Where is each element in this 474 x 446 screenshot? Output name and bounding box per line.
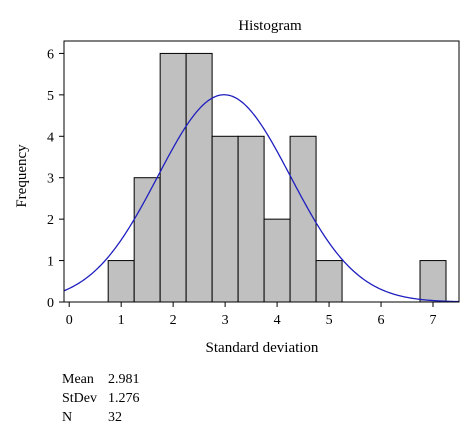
histogram-bar (419, 260, 447, 303)
stat-value: 1.276 (108, 391, 140, 406)
y-tick-label: 6 (47, 47, 54, 62)
x-axis-label: Standard deviation (206, 340, 319, 356)
stat-label: N (62, 410, 73, 425)
x-tick-label: 6 (378, 313, 385, 328)
stat-row-stdev: StDev 1.276 (62, 389, 140, 408)
x-tick-label: 2 (170, 313, 177, 328)
x-tick-label: 7 (430, 313, 437, 328)
x-tick-label: 0 (66, 313, 73, 328)
stat-label: Mean (62, 372, 94, 387)
y-tick-label: 2 (47, 213, 54, 228)
histogram-bar (237, 135, 265, 303)
y-tick-label: 5 (47, 89, 54, 104)
stat-label: StDev (62, 391, 97, 406)
histogram-bar (185, 52, 213, 303)
x-tick-label: 4 (274, 313, 281, 328)
y-tick-label: 0 (47, 296, 54, 311)
x-tick-label: 5 (326, 313, 333, 328)
stat-row-mean: Mean 2.981 (62, 370, 140, 389)
stat-value: 2.981 (108, 372, 140, 387)
y-tick-label: 1 (47, 255, 54, 270)
histogram-bar (211, 135, 239, 303)
x-tick-label: 3 (222, 313, 229, 328)
histogram-bar (289, 135, 317, 303)
summary-statistics: Mean 2.981 StDev 1.276 N 32 (62, 370, 140, 427)
histogram-bar (159, 52, 187, 303)
chart-title: Histogram (238, 18, 302, 34)
y-axis-label: Frequency (14, 144, 30, 208)
histogram-bar (263, 218, 291, 303)
normal-fit-curve (63, 94, 460, 303)
y-tick-label: 3 (47, 172, 54, 187)
stat-value: 32 (108, 410, 122, 425)
stat-row-n: N 32 (62, 408, 140, 427)
x-tick-label: 1 (118, 313, 125, 328)
y-tick-label: 4 (47, 130, 54, 145)
histogram-bar (315, 260, 343, 303)
histogram-bar (107, 260, 135, 303)
plot-frame (63, 40, 460, 303)
